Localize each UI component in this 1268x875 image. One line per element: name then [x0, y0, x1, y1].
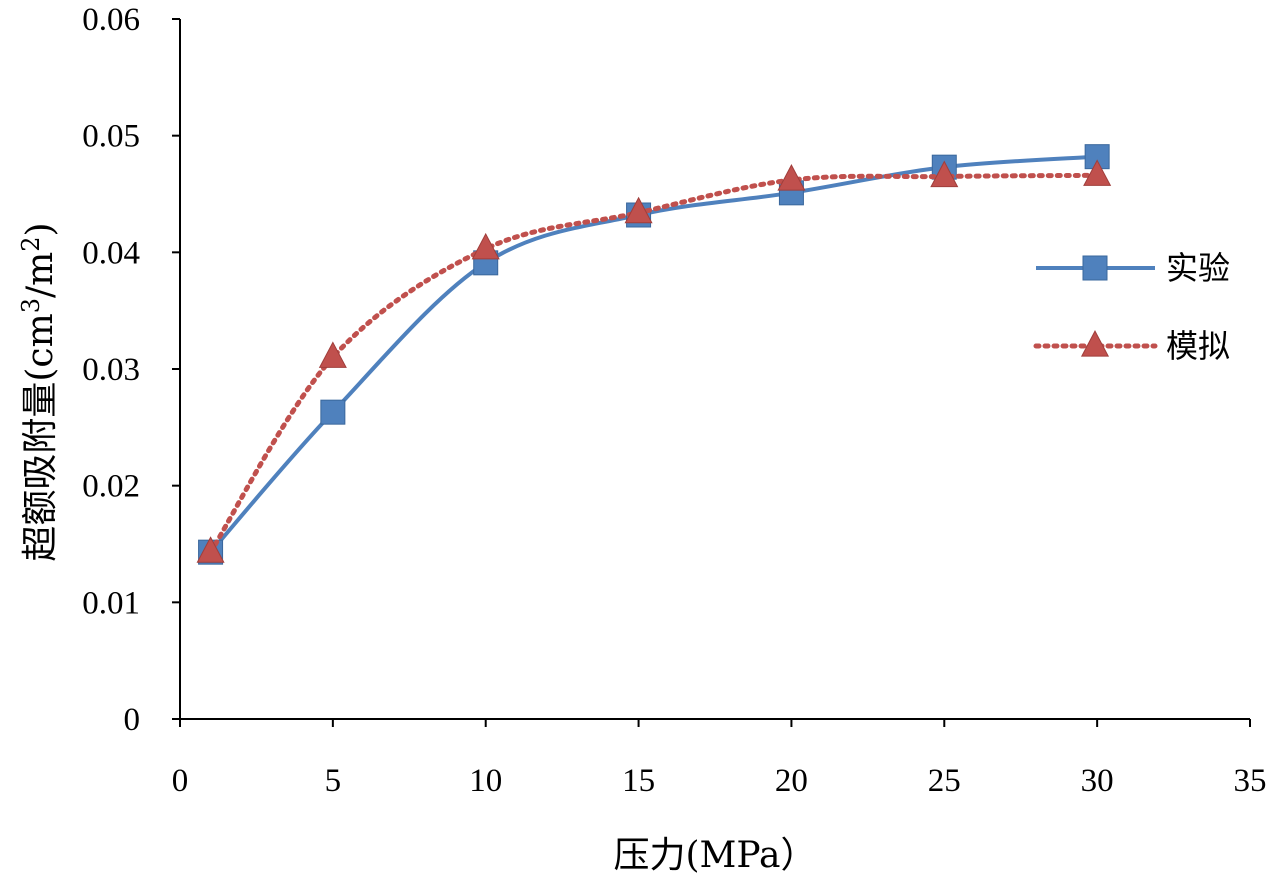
series-layer [196, 144, 1112, 565]
data-point [930, 160, 959, 188]
y-tick-label: 0.01 [82, 585, 140, 621]
x-axis-title: 压力(MPa） [614, 835, 817, 875]
data-point [1083, 159, 1112, 186]
x-tick-label: 35 [1234, 763, 1267, 799]
y-tick-label: 0.06 [82, 2, 140, 38]
y-axis-title-mid: /m [20, 252, 61, 298]
y-axis-title-sup2: 2 [17, 236, 45, 251]
y-tick-label: 0.02 [82, 469, 140, 505]
data-point [318, 341, 347, 368]
x-tick-label: 30 [1081, 763, 1114, 799]
x-tick-label: 5 [325, 763, 342, 799]
x-tick-label: 20 [775, 763, 808, 799]
series-line [209, 154, 1098, 554]
x-tick-label: 10 [469, 763, 502, 799]
y-axis-title-main: 超额吸附量(cm [20, 313, 61, 561]
legend-label: 实验 [1166, 249, 1230, 287]
data-point [320, 399, 346, 425]
x-tick-label: 0 [172, 763, 189, 799]
axes [172, 18, 1251, 727]
x-tick-label: 15 [622, 763, 655, 799]
y-tick-label: 0.03 [82, 352, 140, 388]
legend-marker [1082, 255, 1108, 281]
y-axis-title-end: ) [20, 222, 61, 236]
y-axis-title: 超额吸附量(cm3/m2) [17, 222, 61, 561]
y-tick-label: 0 [124, 702, 141, 738]
legend-label: 模拟 [1166, 327, 1230, 365]
y-tick-label: 0.05 [82, 119, 140, 155]
series-simulation [196, 159, 1112, 563]
data-point [777, 164, 806, 191]
data-point [196, 536, 225, 563]
data-point [471, 232, 500, 260]
x-tick-label: 25 [928, 763, 961, 799]
legend-marker [1080, 330, 1110, 357]
tick-labels: 0 5 10 15 20 25 30 35 0 0.01 0.02 0.03 0.04 0.05 0.06 [82, 2, 1266, 799]
y-axis-title-sup1: 3 [17, 298, 45, 313]
y-tick-label: 0.04 [82, 235, 140, 271]
data-point [624, 196, 653, 224]
